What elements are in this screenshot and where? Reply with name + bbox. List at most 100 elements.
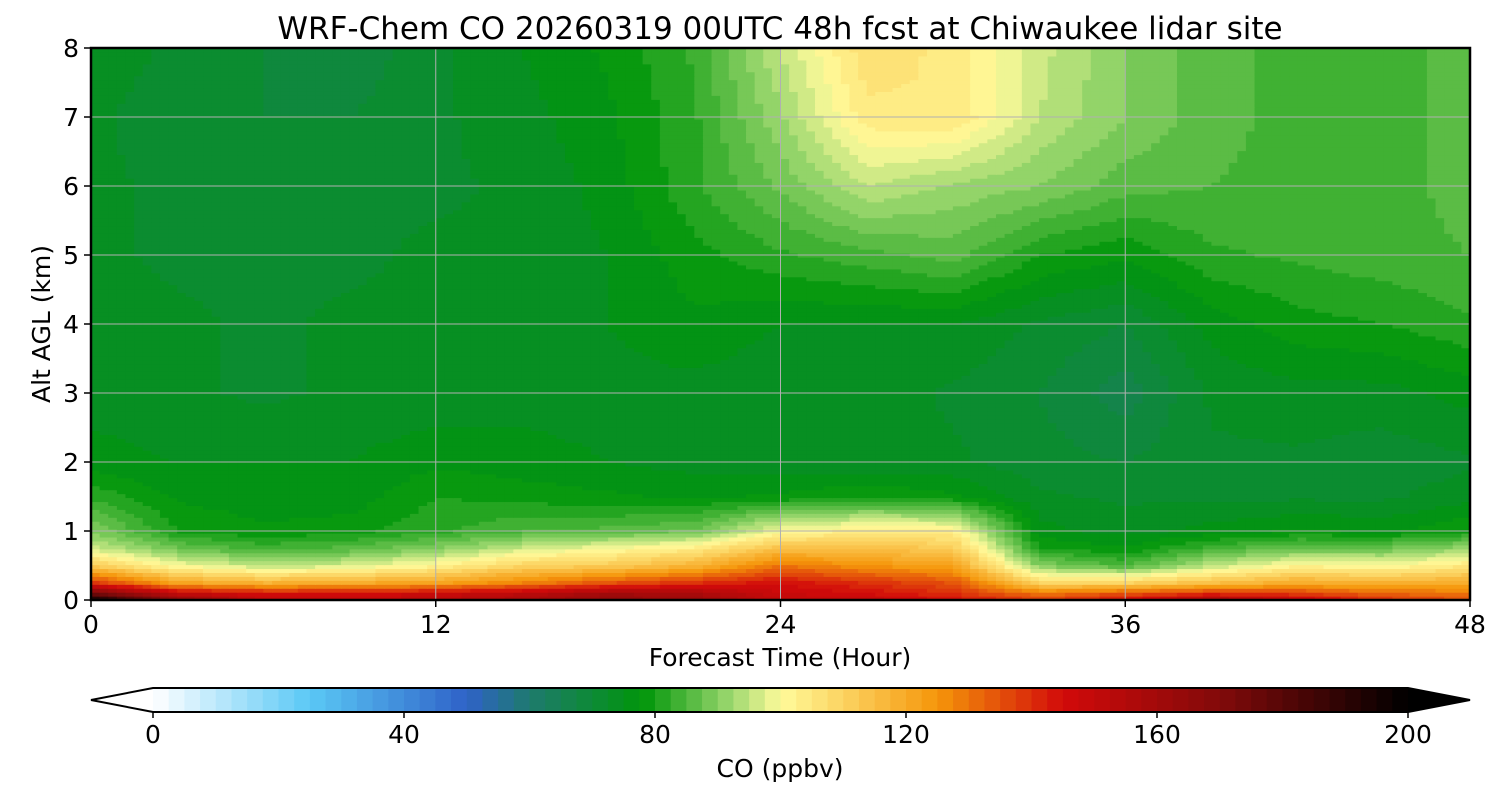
heatmap-cell <box>470 584 479 589</box>
heatmap-cell <box>1151 505 1160 510</box>
heatmap-cell <box>143 588 152 593</box>
heatmap-cell <box>1384 505 1393 510</box>
heatmap-cell <box>1341 541 1350 546</box>
heatmap-cell <box>281 521 290 526</box>
heatmap-cell <box>591 513 600 518</box>
heatmap-cell <box>686 513 695 518</box>
heatmap-cell <box>100 482 109 487</box>
heatmap-cell <box>522 525 531 530</box>
heatmap-cell <box>1315 592 1324 597</box>
heatmap-cell <box>1349 553 1358 558</box>
heatmap-cell <box>419 565 428 570</box>
heatmap-cell <box>1099 541 1108 546</box>
heatmap-cell <box>591 592 600 597</box>
heatmap-cell <box>996 572 1005 577</box>
heatmap-cell <box>660 533 669 538</box>
heatmap-cell <box>772 557 781 562</box>
heatmap-cell <box>505 513 514 518</box>
heatmap-cell <box>1091 497 1100 502</box>
heatmap-cell <box>367 478 376 483</box>
heatmap-cell <box>315 525 324 530</box>
heatmap-cell <box>1203 557 1212 562</box>
heatmap-cell <box>582 580 591 585</box>
heatmap-cell <box>1315 497 1324 502</box>
heatmap-cell <box>238 505 247 510</box>
heatmap-cell <box>574 545 583 550</box>
heatmap-cell <box>1323 486 1332 491</box>
heatmap-cell <box>703 486 712 491</box>
heatmap-cell <box>1039 588 1048 593</box>
heatmap-cell <box>686 478 695 483</box>
heatmap-cell <box>1323 592 1332 597</box>
heatmap-cell <box>918 541 927 546</box>
heatmap-cell <box>1048 525 1057 530</box>
heatmap-cell <box>125 541 134 546</box>
heatmap-cell <box>703 584 712 589</box>
heatmap-cell <box>1091 584 1100 589</box>
heatmap-cell <box>1039 572 1048 577</box>
heatmap-cell <box>522 494 531 499</box>
heatmap-cell <box>979 501 988 506</box>
heatmap-cell <box>1022 568 1031 573</box>
heatmap-cell <box>1022 592 1031 597</box>
heatmap-cell <box>996 505 1005 510</box>
heatmap-cell <box>918 584 927 589</box>
heatmap-cell <box>1125 580 1134 585</box>
heatmap-cell <box>186 565 195 570</box>
heatmap-cell <box>194 517 203 522</box>
heatmap-cell <box>1142 521 1151 526</box>
heatmap-cell <box>1349 501 1358 506</box>
heatmap-cell <box>556 592 565 597</box>
heatmap-cell <box>686 541 695 546</box>
heatmap-cell <box>384 521 393 526</box>
heatmap-cell <box>1134 576 1143 581</box>
heatmap-cell <box>617 517 626 522</box>
heatmap-cell <box>419 572 428 577</box>
heatmap-cell <box>1022 490 1031 495</box>
heatmap-cell <box>1392 568 1401 573</box>
heatmap-cell <box>1341 509 1350 514</box>
heatmap-cell <box>729 584 738 589</box>
heatmap-cell <box>436 482 445 487</box>
heatmap-cell <box>522 588 531 593</box>
heatmap-cell <box>1108 588 1117 593</box>
heatmap-cell <box>1091 549 1100 554</box>
heatmap-cell <box>608 592 617 597</box>
heatmap-cell <box>1186 490 1195 495</box>
heatmap-cell <box>1013 568 1022 573</box>
heatmap-cell <box>263 505 272 510</box>
heatmap-cell <box>875 568 884 573</box>
heatmap-cell <box>893 541 902 546</box>
heatmap-cell <box>781 494 790 499</box>
heatmap-cell <box>462 533 471 538</box>
heatmap-cell <box>169 545 178 550</box>
heatmap-cell <box>746 588 755 593</box>
heatmap-cell <box>125 513 134 518</box>
heatmap-cell <box>358 478 367 483</box>
heatmap-cell <box>298 494 307 499</box>
heatmap-cell <box>151 561 160 566</box>
heatmap-cell <box>901 557 910 562</box>
heatmap-cell <box>194 486 203 491</box>
heatmap-cell <box>350 557 359 562</box>
heatmap-cell <box>513 580 522 585</box>
heatmap-cell <box>1341 565 1350 570</box>
heatmap-cell <box>565 584 574 589</box>
heatmap-cell <box>169 497 178 502</box>
heatmap-cell <box>539 521 548 526</box>
heatmap-cell <box>1220 478 1229 483</box>
heatmap-cell <box>496 561 505 566</box>
heatmap-cell <box>755 525 764 530</box>
heatmap-cell <box>1177 509 1186 514</box>
heatmap-cell <box>255 490 264 495</box>
heatmap-cell <box>755 478 764 483</box>
heatmap-cell <box>936 557 945 562</box>
heatmap-cell <box>591 561 600 566</box>
heatmap-cell <box>1065 486 1074 491</box>
heatmap-cell <box>1375 545 1384 550</box>
heatmap-cell <box>332 545 341 550</box>
heatmap-cell <box>582 565 591 570</box>
heatmap-cell <box>651 501 660 506</box>
heatmap-cell <box>987 501 996 506</box>
heatmap-cell <box>910 486 919 491</box>
